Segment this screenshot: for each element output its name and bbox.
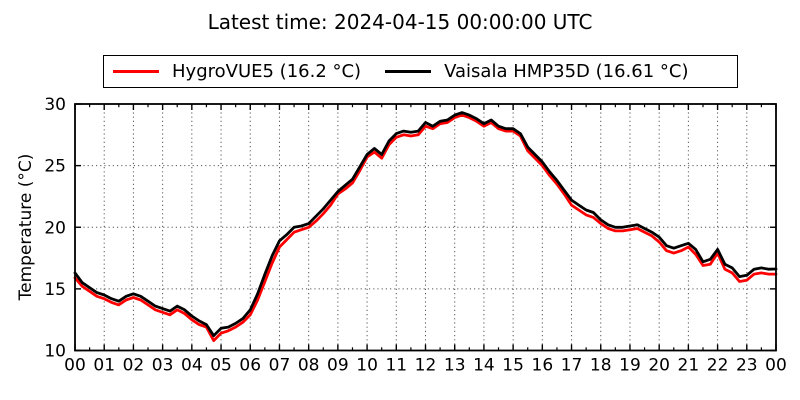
- x-tick-label-23: 23: [736, 356, 758, 376]
- x-tick-label-4: 04: [181, 356, 203, 376]
- legend-entry-hygrovue5: HygroVUE5 (16.2 °C): [113, 60, 362, 82]
- x-tick-label-13: 13: [444, 356, 466, 376]
- series-line-vaisala-hmp35d: [73, 111, 778, 338]
- x-tick-label-21: 21: [678, 356, 700, 376]
- x-tick-label-9: 09: [327, 356, 349, 376]
- legend-line-sample-hygrovue5-icon: [113, 70, 159, 73]
- x-tick-label-7: 07: [269, 356, 291, 376]
- x-tick-label-10: 10: [356, 356, 378, 376]
- y-tick-label-30: 30: [44, 95, 66, 115]
- x-tick-label-18: 18: [590, 356, 612, 376]
- x-tick-label-2: 02: [123, 356, 145, 376]
- x-tick-label-1: 01: [93, 356, 115, 376]
- x-tick-label-3: 03: [152, 356, 174, 376]
- chart-title: Latest time: 2024-04-15 00:00:00 UTC: [207, 10, 593, 34]
- x-tick-label-16: 16: [532, 356, 554, 376]
- y-tick-label-10: 10: [44, 342, 66, 362]
- legend-label-hygrovue5: HygroVUE5 (16.2 °C): [172, 60, 362, 82]
- x-tick-label-6: 06: [239, 356, 261, 376]
- series-line-hygrovue5: [73, 113, 778, 343]
- x-tick-label-15: 15: [502, 356, 524, 376]
- x-tick-label-14: 14: [473, 356, 495, 376]
- x-tick-label-11: 11: [385, 356, 407, 376]
- x-tick-label-20: 20: [648, 356, 670, 376]
- x-tick-label-8: 08: [298, 356, 320, 376]
- x-tick-label-0: 00: [64, 356, 86, 376]
- legend-entry-vaisala: Vaisala HMP35D (16.61 °C): [385, 60, 689, 82]
- x-tick-label-17: 17: [561, 356, 583, 376]
- legend-line-sample-vaisala-icon: [385, 70, 432, 73]
- x-tick-label-12: 12: [415, 356, 437, 376]
- x-tick-label-24: 00: [765, 356, 787, 376]
- y-tick-label-25: 25: [44, 157, 66, 177]
- legend: HygroVUE5 (16.2 °C) Vaisala HMP35D (16.6…: [103, 55, 738, 88]
- x-tick-label-19: 19: [619, 356, 641, 376]
- x-tick-label-5: 05: [210, 356, 232, 376]
- x-tick-label-22: 22: [707, 356, 729, 376]
- legend-label-vaisala: Vaisala HMP35D (16.61 °C): [444, 60, 689, 82]
- y-tick-label-15: 15: [44, 280, 66, 300]
- y-tick-label-20: 20: [44, 218, 66, 238]
